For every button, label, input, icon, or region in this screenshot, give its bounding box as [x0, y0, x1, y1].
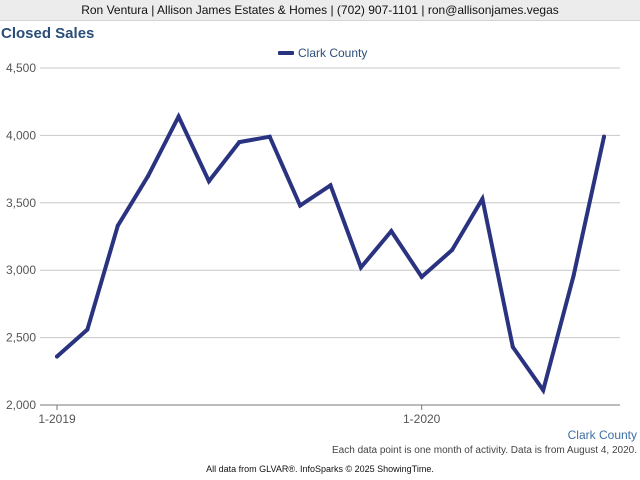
data-point [115, 223, 120, 228]
chart-title: Closed Sales [1, 25, 95, 42]
y-tick-label: 3,500 [6, 196, 36, 210]
grid-lines [40, 67, 620, 406]
data-point [541, 388, 546, 393]
data-point [176, 114, 181, 119]
data-point [602, 134, 606, 139]
data-point [571, 273, 576, 278]
data-point [419, 274, 424, 279]
y-tick-label: 2,500 [6, 331, 36, 345]
data-note: Each data point is one month of activity… [332, 445, 637, 456]
data-point [450, 247, 455, 252]
data-point [510, 345, 515, 350]
data-point [358, 265, 363, 270]
data-point [328, 183, 333, 188]
legend: Clark County [278, 46, 367, 60]
y-tick-label: 3,000 [6, 263, 36, 277]
x-tick-label: 1-2019 [38, 412, 76, 426]
region-label: Clark County [567, 428, 637, 442]
data-point [480, 196, 485, 201]
legend-swatch [278, 51, 294, 55]
data-point [389, 229, 394, 234]
data-point [206, 179, 211, 184]
x-tick-label: 1-2020 [403, 412, 441, 426]
data-point [85, 327, 90, 332]
data-point [298, 203, 303, 208]
contact-bar: Ron Ventura | Allison James Estates & Ho… [0, 0, 640, 21]
y-tick-label: 4,000 [6, 128, 36, 142]
y-tick-label: 2,000 [6, 398, 36, 412]
legend-label: Clark County [298, 46, 368, 60]
y-tick-labels: 2,000 2,500 3,000 3,500 4,000 4,500 [6, 61, 36, 412]
data-point [267, 134, 272, 139]
series-line-clark-county [55, 111, 606, 395]
footer-credit: All data from GLVAR®. InfoSparks © 2025 … [206, 464, 434, 474]
data-point [237, 140, 242, 145]
y-tick-label: 4,500 [6, 61, 36, 75]
x-ticks: 1-2019 1-2020 [38, 405, 441, 426]
data-point [55, 354, 59, 359]
data-point [146, 173, 151, 178]
series-lines [55, 111, 606, 395]
